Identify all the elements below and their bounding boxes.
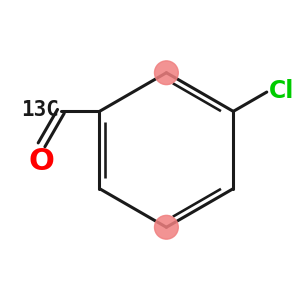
- Circle shape: [154, 61, 178, 85]
- Text: Cl: Cl: [269, 79, 295, 103]
- Text: O: O: [28, 147, 55, 176]
- Circle shape: [154, 215, 178, 239]
- Text: 13C: 13C: [22, 100, 59, 120]
